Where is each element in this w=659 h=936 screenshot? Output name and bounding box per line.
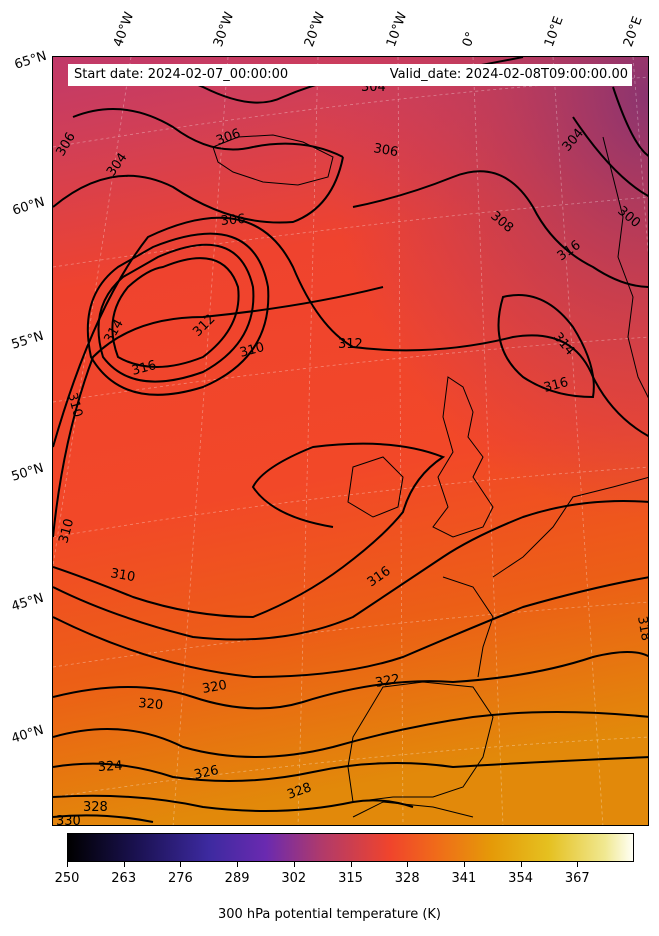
contour-label: 318 xyxy=(634,615,649,642)
lat-label-45n: 45°N xyxy=(9,590,46,615)
colorbar-tick xyxy=(407,862,409,867)
map-panel[interactable]: 304 306 306 304 306 306 308 300 304 314 … xyxy=(52,56,649,826)
lat-label-55n: 55°N xyxy=(9,328,46,353)
colorbar xyxy=(67,833,634,862)
contour-label: 322 xyxy=(374,672,401,691)
contours xyxy=(53,57,648,823)
colorbar-tick-label: 328 xyxy=(394,871,420,886)
colorbar-label: 300 hPa potential temperature (K) xyxy=(217,907,441,922)
contour-label: 324 xyxy=(97,759,123,775)
colorbar-tick-label: 302 xyxy=(281,871,307,886)
contour-label: 312 xyxy=(338,337,363,352)
lon-label-20w: 20°W xyxy=(301,10,329,49)
contour-label: 330 xyxy=(56,814,81,826)
lat-label-60n: 60°N xyxy=(10,194,47,219)
date-header: Start date: 2024-02-07_00:00:00 Valid_da… xyxy=(68,64,632,86)
colorbar-tick-label: 263 xyxy=(111,871,137,886)
contour-label: 310 xyxy=(64,391,85,419)
lon-label-0: 0° xyxy=(459,29,480,49)
iceland-coast xyxy=(212,134,334,186)
colorbar-tick xyxy=(67,862,68,867)
colorbar-tick-label: 315 xyxy=(338,871,363,886)
colorbar-tick xyxy=(180,862,182,867)
colorbar-tick xyxy=(577,862,579,867)
lon-label-10e: 10°E xyxy=(541,14,567,50)
colorbar-tick-label: 341 xyxy=(451,871,477,886)
contour-label: 310 xyxy=(56,517,77,545)
lat-label-40n: 40°N xyxy=(9,722,46,747)
colorbar-tick-label: 367 xyxy=(564,871,590,886)
lon-label-40w: 40°W xyxy=(110,10,138,49)
colorbar-tick xyxy=(463,862,465,867)
contour-label: 310 xyxy=(238,340,266,361)
contour-label: 320 xyxy=(138,696,164,713)
valid-date-label: Valid_date: 2024-02-08T09:00:00.00 xyxy=(389,67,628,82)
colorbar-tick xyxy=(123,862,125,867)
europe-coast xyxy=(492,477,648,578)
colorbar-tick xyxy=(237,862,239,867)
map-svg: 304 306 306 304 306 306 308 300 304 314 … xyxy=(53,57,649,826)
contour-label: 310 xyxy=(109,566,136,585)
britain-coast xyxy=(432,376,494,538)
lat-label-65n: 65°N xyxy=(12,48,49,73)
cold-region xyxy=(53,57,648,825)
contour-label: 316 xyxy=(542,375,570,396)
lat-label-50n: 50°N xyxy=(9,460,46,485)
colorbar-tick xyxy=(520,862,522,867)
contour-label: 326 xyxy=(193,763,220,783)
ireland-coast xyxy=(347,456,404,518)
lon-label-30w: 30°W xyxy=(210,10,238,49)
coastlines xyxy=(212,134,648,818)
colorbar-tick xyxy=(293,862,295,867)
lon-label-10w: 10°W xyxy=(383,10,411,49)
lon-label-20e: 20°E xyxy=(620,14,646,50)
colorbar-tick-label: 354 xyxy=(508,871,534,886)
norway-coast xyxy=(602,136,648,399)
iberia-coast xyxy=(347,681,494,803)
contour-label: 306 xyxy=(372,141,399,160)
contour-label: 316 xyxy=(130,358,158,379)
colorbar-tick-label: 289 xyxy=(224,871,250,886)
contour-label: 328 xyxy=(83,800,108,815)
colorbar-tick xyxy=(350,862,352,867)
colorbar-tick-label: 250 xyxy=(54,871,80,886)
contour-label: 320 xyxy=(201,678,228,697)
contour-label: 306 xyxy=(220,212,246,229)
start-date-label: Start date: 2024-02-07_00:00:00 xyxy=(74,67,289,82)
france-coast xyxy=(442,576,494,678)
colorbar-tick-label: 276 xyxy=(167,871,193,886)
graticule xyxy=(53,57,648,825)
